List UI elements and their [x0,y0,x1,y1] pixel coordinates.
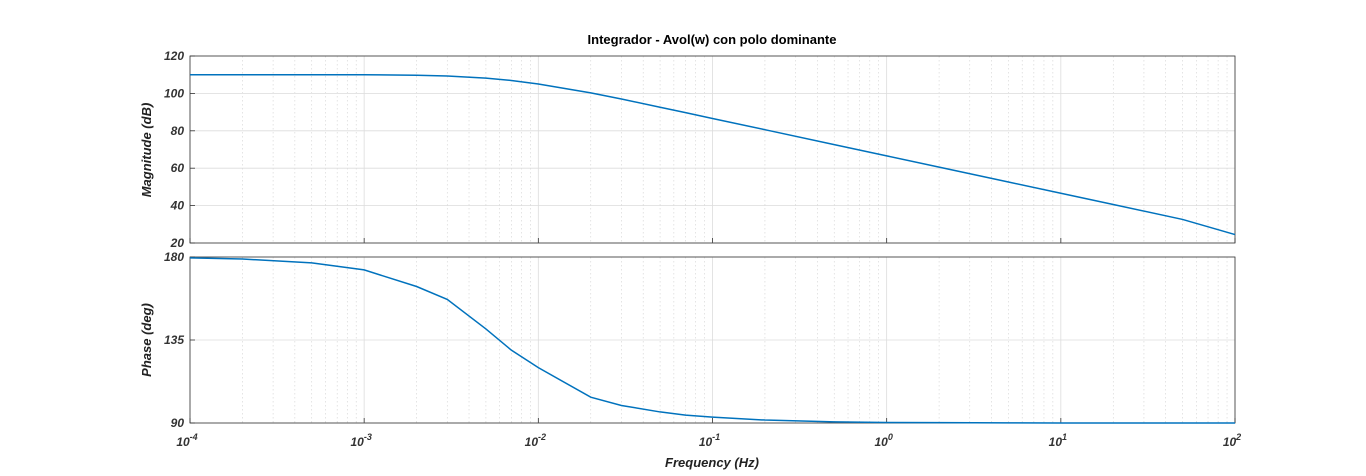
phase-grid [189,256,1236,424]
phase-ylabel: Phase (deg) [139,303,154,377]
magnitude-grid [189,55,1236,244]
magnitude-y-tick-label: 60 [171,161,185,175]
chart-title: Integrador - Avol(w) con polo dominante [588,32,837,47]
x-tick-label: 10-3 [350,432,371,449]
magnitude-axes-box [189,55,1236,244]
x-axis-label: Frequency (Hz) [665,455,759,470]
x-tick-label: 10-1 [699,432,720,449]
phase-axes-box [189,256,1236,424]
x-tick-label: 100 [874,432,892,449]
x-tick-label: 10-4 [176,432,197,449]
magnitude-plot: 20 40 60 80 100 120 Magnitude (dB) [139,49,1236,250]
x-tick-label: 10-2 [525,432,546,449]
magnitude-ylabel: Magnitude (dB) [139,103,154,198]
phase-curve [189,257,1235,424]
magnitude-y-tick-label: 80 [171,124,185,138]
x-tick-labels: 10-4 10-3 10-2 10-1 100 101 102 [176,432,1241,449]
phase-plot: 90 135 180 Phase (deg) 10-4 10-3 10-2 10-1 100… [139,250,1241,470]
magnitude-y-tick-label: 20 [170,236,185,250]
magnitude-y-tick-label: 120 [164,49,184,63]
phase-y-tick-label: 135 [164,333,184,347]
phase-tick-labels: 90 135 180 [164,250,184,430]
x-tick-label: 101 [1049,432,1067,449]
phase-y-tick-label: 90 [171,416,185,430]
magnitude-y-tick-label: 100 [164,86,184,100]
phase-y-tick-label: 180 [164,250,184,264]
x-tick-label: 102 [1223,432,1241,449]
magnitude-curve [190,73,1236,236]
magnitude-tick-labels: 20 40 60 80 100 120 [164,49,184,250]
magnitude-y-tick-label: 40 [170,199,185,213]
